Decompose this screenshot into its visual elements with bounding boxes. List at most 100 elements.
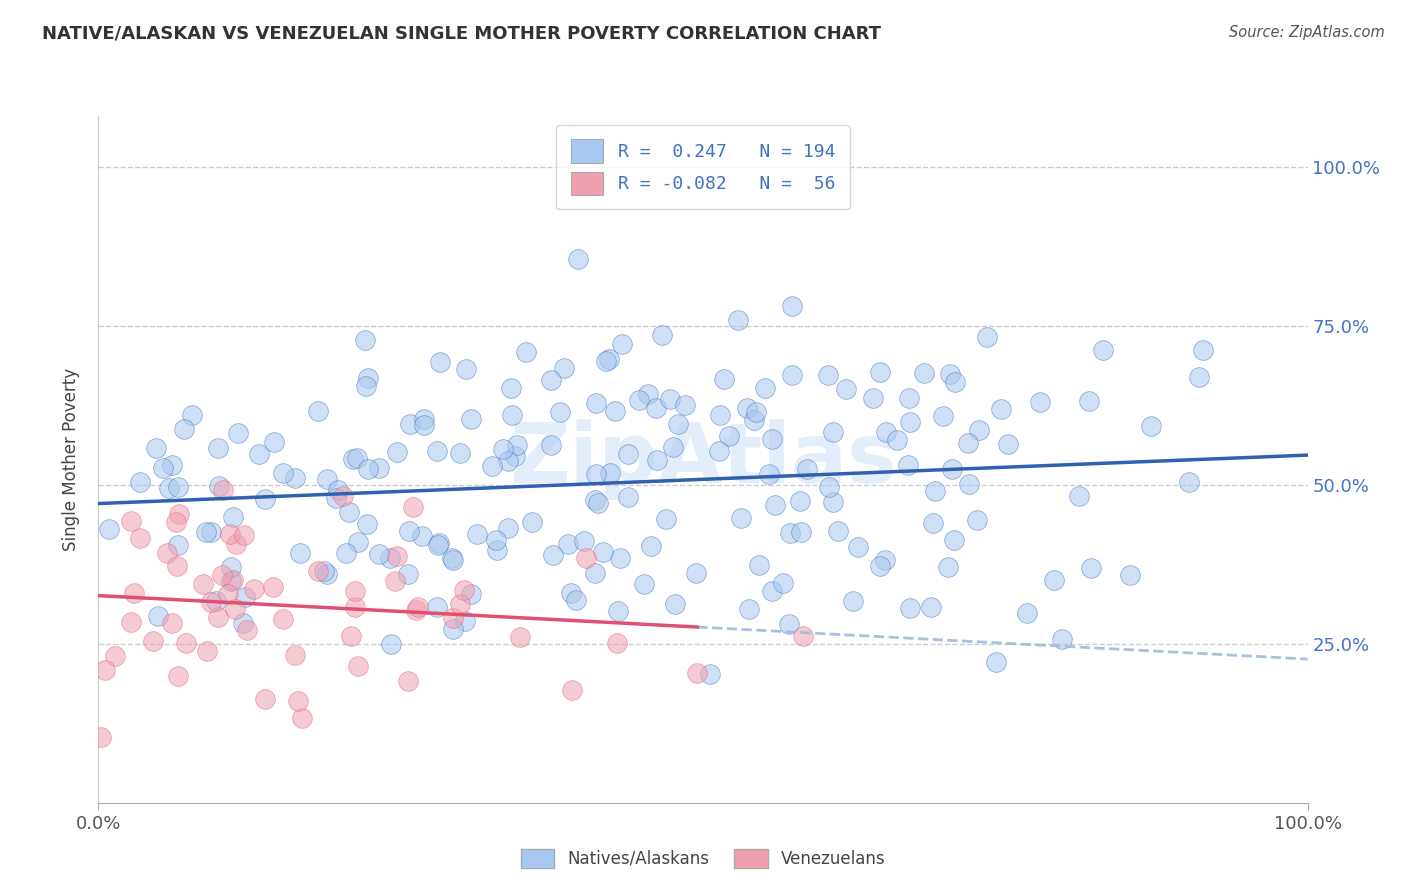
- Point: [792, 630, 814, 644]
- Point: [93, 663, 115, 677]
- Point: [316, 472, 339, 486]
- Point: [936, 559, 959, 574]
- Point: [748, 558, 770, 572]
- Point: [496, 521, 519, 535]
- Point: [943, 533, 966, 548]
- Point: [315, 567, 337, 582]
- Point: [219, 527, 242, 541]
- Point: [898, 415, 921, 429]
- Point: [595, 354, 617, 368]
- Point: [340, 628, 363, 642]
- Point: [922, 516, 945, 531]
- Point: [441, 622, 464, 636]
- Point: [842, 594, 865, 608]
- Point: [152, 460, 174, 475]
- Point: [1091, 343, 1114, 357]
- Point: [986, 655, 1008, 669]
- Point: [617, 447, 640, 461]
- Point: [758, 467, 780, 482]
- Point: [932, 409, 955, 424]
- Point: [990, 402, 1012, 417]
- Point: [156, 546, 179, 560]
- Point: [207, 610, 229, 624]
- Point: [945, 376, 967, 390]
- Point: [654, 512, 676, 526]
- Point: [226, 426, 249, 441]
- Point: [314, 564, 336, 578]
- Point: [778, 617, 800, 632]
- Point: [385, 444, 408, 458]
- Point: [441, 611, 464, 625]
- Point: [1043, 573, 1066, 587]
- Point: [780, 368, 803, 382]
- Point: [283, 471, 305, 485]
- Point: [957, 477, 980, 491]
- Point: [920, 600, 942, 615]
- Point: [583, 493, 606, 508]
- Point: [818, 480, 841, 494]
- Point: [572, 534, 595, 549]
- Point: [730, 511, 752, 525]
- Point: [146, 608, 169, 623]
- Point: [610, 337, 633, 351]
- Point: [449, 597, 471, 611]
- Point: [1017, 606, 1039, 620]
- Point: [727, 313, 749, 327]
- Point: [789, 494, 811, 508]
- Point: [426, 600, 449, 615]
- Point: [344, 584, 367, 599]
- Point: [337, 505, 360, 519]
- Point: [644, 401, 666, 416]
- Point: [384, 574, 406, 588]
- Point: [745, 405, 768, 419]
- Point: [498, 454, 520, 468]
- Point: [1140, 418, 1163, 433]
- Point: [707, 443, 730, 458]
- Point: [673, 398, 696, 412]
- Point: [222, 509, 245, 524]
- Point: [817, 368, 839, 382]
- Point: [846, 540, 869, 554]
- Point: [232, 615, 254, 630]
- Point: [378, 551, 401, 566]
- Point: [606, 636, 628, 650]
- Point: [1029, 395, 1052, 409]
- Point: [173, 422, 195, 436]
- Point: [685, 566, 707, 580]
- Point: [666, 417, 689, 431]
- Point: [628, 392, 651, 407]
- Point: [1178, 475, 1201, 490]
- Point: [503, 449, 526, 463]
- Point: [1191, 343, 1213, 358]
- Point: [1080, 560, 1102, 574]
- Point: [914, 367, 936, 381]
- Legend: R =  0.247   N = 194, R = -0.082   N =  56: R = 0.247 N = 194, R = -0.082 N = 56: [557, 125, 849, 210]
- Point: [174, 636, 197, 650]
- Point: [167, 479, 190, 493]
- Point: [460, 587, 482, 601]
- Point: [332, 488, 354, 502]
- Point: [412, 412, 434, 426]
- Point: [205, 593, 228, 607]
- Point: [207, 441, 229, 455]
- Point: [485, 543, 508, 558]
- Point: [583, 566, 606, 581]
- Point: [427, 536, 450, 550]
- Point: [520, 515, 543, 529]
- Point: [212, 483, 235, 498]
- Point: [485, 533, 508, 547]
- Point: [772, 575, 794, 590]
- Point: [219, 559, 242, 574]
- Text: ZipAtlas: ZipAtlas: [509, 419, 897, 500]
- Point: [219, 574, 242, 588]
- Point: [160, 458, 183, 472]
- Point: [862, 392, 884, 406]
- Point: [605, 404, 627, 418]
- Point: [997, 437, 1019, 451]
- Point: [222, 573, 245, 587]
- Point: [200, 595, 222, 609]
- Point: [967, 423, 990, 437]
- Point: [557, 537, 579, 551]
- Point: [426, 537, 449, 551]
- Point: [509, 630, 531, 644]
